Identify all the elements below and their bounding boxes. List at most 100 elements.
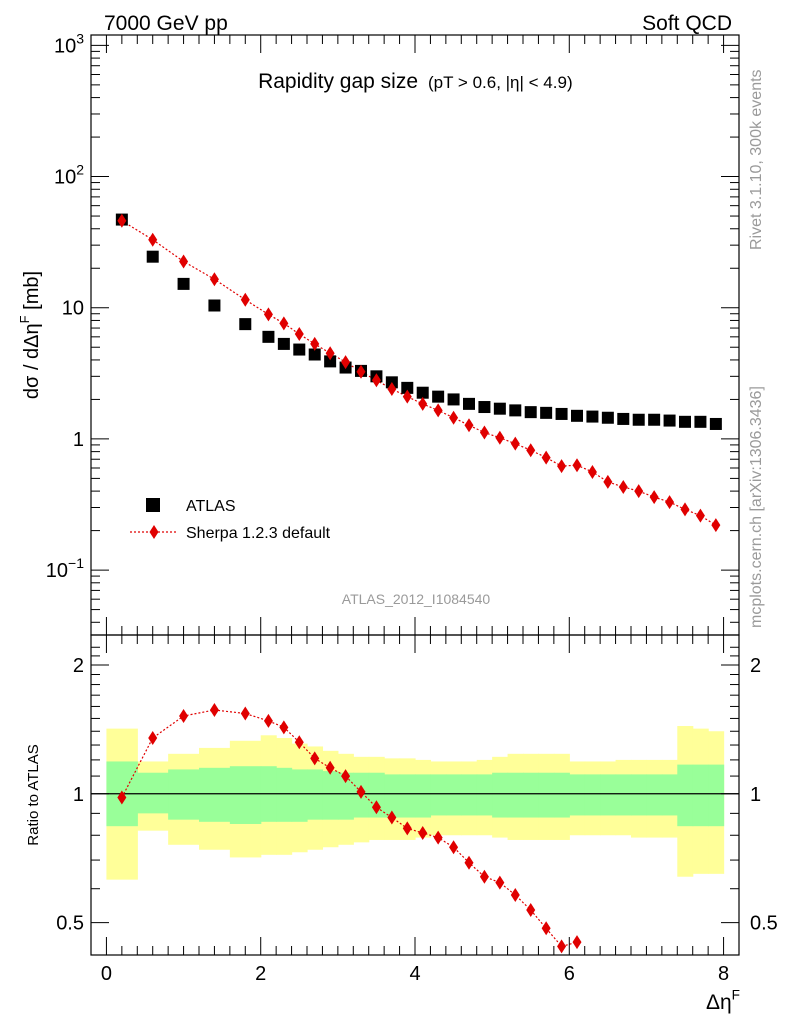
stat-uncertainty-band (615, 774, 632, 816)
ratio-data-point (495, 875, 505, 890)
sherpa-data-point (117, 213, 127, 228)
sherpa-data-point (179, 254, 189, 269)
sherpa-data-point (263, 307, 273, 322)
stat-uncertainty-band (553, 772, 570, 818)
sherpa-data-point (479, 425, 489, 440)
stat-uncertainty-band (229, 766, 262, 824)
ratio-data-point (572, 935, 582, 950)
atlas-data-point (177, 277, 190, 290)
sherpa-data-point (618, 479, 628, 494)
analysis-watermark: ATLAS_2012_I1084540 (342, 591, 491, 607)
atlas-data-point (648, 413, 661, 426)
ratio-data-point (148, 731, 158, 746)
ratio-data-point (179, 708, 189, 723)
ratio-data-point (418, 825, 428, 840)
ratio-data-point (117, 790, 127, 805)
sherpa-data-point (649, 490, 659, 505)
atlas-data-point (571, 409, 583, 422)
atlas-data-point (709, 417, 722, 430)
legend-atlas-marker (146, 498, 160, 512)
x-tick-label: 4 (409, 963, 420, 985)
sherpa-data-point (680, 502, 690, 517)
stat-uncertainty-band (646, 774, 663, 816)
x-tick-label: 0 (101, 963, 112, 985)
main-y-tick-label: 102 (54, 162, 84, 189)
stat-uncertainty-band (569, 774, 586, 816)
sherpa-data-point (433, 403, 443, 418)
atlas-data-point (277, 337, 290, 350)
sherpa-data-point (341, 355, 351, 370)
stat-uncertainty-band (445, 774, 462, 816)
sherpa-data-point (325, 346, 335, 361)
stat-uncertainty-band (476, 774, 493, 816)
ratio-y-tick-label-right: 1 (750, 784, 761, 806)
stat-uncertainty-band (199, 767, 231, 822)
ratio-data-point (449, 840, 459, 855)
stat-uncertainty-band (322, 771, 339, 820)
atlas-data-point (493, 402, 506, 415)
sherpa-data-point (356, 364, 366, 379)
legend-atlas-label: ATLAS (186, 498, 236, 515)
sherpa-data-point (665, 495, 675, 510)
legend: ATLAS Sherpa 1.2.3 default (130, 498, 331, 542)
main-panel (115, 213, 722, 533)
atlas-data-point (524, 406, 537, 419)
sherpa-data-point (572, 458, 582, 473)
ratio-data-point (433, 830, 443, 845)
atlas-data-point (509, 404, 522, 417)
x-tick-label: 6 (564, 963, 575, 985)
stat-uncertainty-band (430, 774, 447, 816)
stat-uncertainty-band (584, 774, 601, 816)
ratio-y-tick-label: 0.5 (56, 913, 84, 935)
stat-uncertainty-band (538, 772, 555, 818)
main-y-tick-label: 10−1 (46, 555, 84, 582)
stat-uncertainty-band (276, 767, 293, 822)
atlas-data-point (293, 343, 306, 356)
energy-label: 7000 GeV pp (104, 12, 228, 35)
mcplots-label: mcplots.cern.ch [arXiv:1306.3436] (748, 386, 765, 628)
atlas-data-point (262, 330, 275, 343)
rivet-version-label: Rivet 3.1.10, 300k events (748, 69, 765, 250)
atlas-data-point (447, 393, 460, 406)
ratio-y-tick-label: 1 (73, 784, 84, 806)
stat-uncertainty-band (631, 774, 648, 816)
atlas-data-point (208, 299, 221, 312)
stat-uncertainty-band (384, 774, 401, 818)
ratio-data-point (209, 702, 219, 717)
ratio-data-point (464, 855, 474, 870)
sherpa-data-point (294, 327, 304, 342)
sherpa-data-point (418, 396, 428, 411)
atlas-data-point (401, 381, 414, 394)
chart-subtitle: (pT > 0.6, |η| < 4.9) (428, 73, 573, 92)
atlas-data-point (694, 415, 707, 428)
stat-uncertainty-band (461, 774, 478, 816)
ratio-y-axis-label: Ratio to ATLAS (25, 744, 42, 845)
atlas-data-point (416, 386, 429, 399)
stat-uncertainty-band (337, 772, 354, 820)
ratio-data-point (479, 869, 489, 884)
stat-uncertainty-band (399, 774, 416, 818)
ratio-data-point (341, 769, 351, 784)
atlas-data-point (432, 390, 445, 403)
ratio-data-point (310, 751, 320, 766)
main-y-tick-label: 1 (73, 429, 84, 451)
sherpa-data-point (209, 272, 219, 287)
stat-uncertainty-band (415, 774, 432, 818)
atlas-data-point (308, 348, 321, 361)
ratio-data-point (279, 720, 289, 735)
stat-uncertainty-band (492, 772, 509, 818)
ratio-data-point (325, 760, 335, 775)
sherpa-data-point (449, 410, 459, 425)
ratio-data-point (356, 784, 366, 799)
stat-uncertainty-band (692, 764, 709, 827)
main-y-tick-label: 10 (62, 298, 84, 320)
ratio-data-point (526, 903, 536, 918)
stat-uncertainty-band (137, 772, 169, 814)
ratio-data-point (510, 888, 520, 903)
category-label: Soft QCD (642, 12, 732, 35)
atlas-data-point (663, 414, 676, 427)
sherpa-data-point (464, 418, 474, 433)
stat-uncertainty-band (600, 774, 617, 816)
atlas-data-point (555, 407, 568, 420)
